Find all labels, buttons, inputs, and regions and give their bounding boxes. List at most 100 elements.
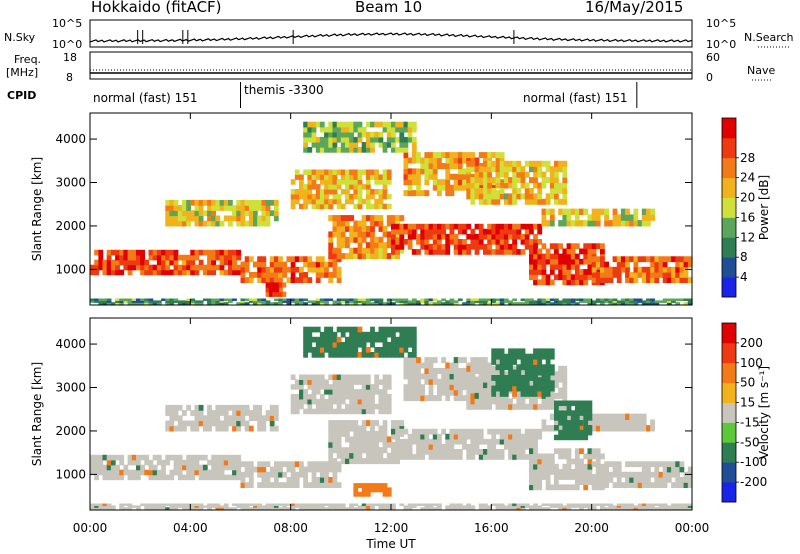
heatmap-cell	[679, 298, 685, 301]
power-heatmap-layer	[90, 121, 693, 305]
heatmap-cell	[328, 420, 334, 427]
heatmap-cell	[194, 254, 200, 261]
heatmap-cell	[587, 463, 593, 470]
heatmap-cell	[311, 384, 317, 390]
heatmap-cell	[228, 474, 233, 481]
heatmap-cell	[131, 264, 137, 271]
heatmap-cell	[587, 429, 593, 436]
nsky-tick-bottom: 10^0	[52, 38, 83, 51]
heatmap-cell	[675, 503, 681, 506]
heatmap-cell	[516, 375, 522, 381]
heatmap-cell	[612, 256, 618, 263]
heatmap-cell	[240, 302, 246, 305]
heatmap-cell	[407, 190, 413, 197]
heatmap-cell	[457, 163, 463, 169]
heatmap-cell	[332, 142, 338, 148]
heatmap-cell	[219, 264, 225, 271]
heatmap-cell	[416, 179, 421, 186]
heatmap-cell	[604, 425, 609, 432]
heatmap-cell	[445, 190, 451, 197]
heatmap-cell	[683, 507, 689, 510]
heatmap-cell	[332, 341, 338, 348]
heatmap-cell	[353, 298, 359, 301]
heatmap-cell	[273, 256, 279, 263]
heatmap-cell	[303, 142, 308, 148]
heatmap-cell	[257, 277, 262, 283]
heatmap-cell	[449, 428, 455, 435]
heatmap-cell	[583, 208, 589, 215]
heatmap-cell	[487, 182, 492, 189]
heatmap-cell	[483, 182, 488, 189]
heatmap-cell	[349, 184, 354, 190]
heatmap-cell	[428, 152, 434, 159]
heatmap-cell	[190, 259, 196, 266]
heatmap-cell	[570, 264, 576, 270]
heatmap-cell	[537, 193, 543, 200]
heatmap-cell	[236, 254, 242, 261]
heatmap-cell	[537, 258, 543, 265]
heatmap-cell	[491, 385, 497, 392]
freq-tick-bottom: 8	[66, 71, 73, 84]
heatmap-cell	[587, 469, 593, 475]
heatmap-cell	[186, 210, 191, 217]
heatmap-cell	[620, 482, 626, 488]
heatmap-cell	[349, 408, 354, 415]
heatmap-cell	[240, 420, 246, 427]
heatmap-cell	[407, 121, 413, 128]
heatmap-cell	[512, 302, 517, 305]
heatmap-cell	[558, 302, 563, 305]
heatmap-cell	[340, 298, 346, 301]
heatmap-cell	[416, 302, 421, 305]
heatmap-cell	[533, 269, 538, 275]
heatmap-cell	[529, 353, 534, 360]
heatmap-cell	[290, 384, 296, 390]
heatmap-cell	[156, 269, 162, 276]
heatmap-cell	[123, 254, 129, 261]
heatmap-cell	[261, 220, 267, 227]
heatmap-cell	[236, 269, 242, 276]
heatmap-cell	[570, 420, 576, 426]
heatmap-cell	[403, 428, 409, 435]
heatmap-cell	[315, 408, 321, 415]
heatmap-cell	[169, 269, 175, 276]
heatmap-cell	[144, 459, 150, 466]
heatmap-cell	[332, 215, 338, 222]
heatmap-cell	[324, 384, 329, 390]
heatmap-cell	[353, 447, 359, 454]
heatmap-cell	[616, 503, 622, 506]
heatmap-cell	[520, 249, 526, 255]
heatmap-cell	[194, 264, 200, 271]
heatmap-cell	[403, 142, 409, 148]
heatmap-cell	[173, 259, 179, 266]
heatmap-cell	[391, 428, 396, 435]
velocity-band-2	[328, 420, 405, 465]
heatmap-cell	[457, 507, 463, 510]
heatmap-cell	[115, 454, 120, 461]
xtick-label-3: 12:00	[374, 521, 409, 535]
power-band-7	[165, 199, 279, 227]
heatmap-cell	[361, 247, 367, 254]
heatmap-cell	[449, 239, 455, 245]
heatmap-cell	[299, 179, 304, 185]
heatmap-cell	[182, 215, 187, 222]
heatmap-cell	[202, 505, 208, 508]
heatmap-cell	[633, 482, 639, 488]
heatmap-cell	[253, 503, 258, 506]
heatmap-cell	[219, 249, 225, 256]
heatmap-cell	[445, 444, 451, 450]
heatmap-cell	[411, 336, 417, 343]
heatmap-cell	[529, 369, 534, 376]
heatmap-cell	[533, 503, 538, 506]
heatmap-cell	[428, 507, 434, 510]
heatmap-cell	[257, 404, 262, 411]
heatmap-cell	[549, 369, 555, 376]
heatmap-cell	[311, 461, 317, 468]
heatmap-cell	[520, 449, 526, 455]
heatmap-cell	[541, 364, 547, 371]
heatmap-cell	[529, 193, 534, 200]
heatmap-cell	[349, 247, 354, 254]
heatmap-cell	[675, 302, 681, 305]
heatmap-cell	[579, 474, 584, 480]
heatmap-cell	[620, 208, 626, 215]
heatmap-cell	[570, 300, 576, 303]
